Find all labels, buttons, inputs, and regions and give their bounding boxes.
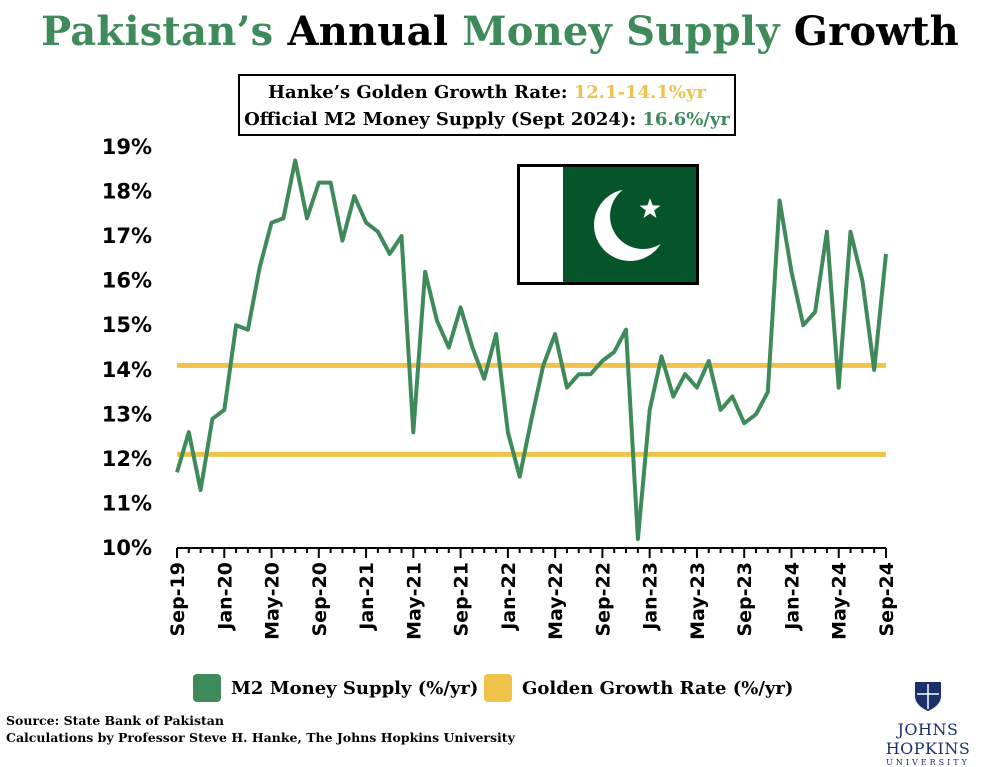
pakistan-flag bbox=[517, 164, 699, 285]
x-tick-label: Sep-19 bbox=[167, 562, 189, 637]
x-tick-label: May-23 bbox=[687, 562, 709, 640]
y-tick-label: 18% bbox=[102, 180, 152, 204]
legend: M2 Money Supply (%/yr) Golden Growth Rat… bbox=[0, 674, 1000, 704]
y-tick-label: 10% bbox=[102, 536, 152, 560]
x-tick-label: Sep-20 bbox=[309, 562, 331, 637]
legend-item-m2: M2 Money Supply (%/yr) bbox=[193, 674, 478, 702]
x-tick-label: Jan-21 bbox=[356, 562, 378, 632]
jhu-logo: JOHNS HOPKINS UNIVERSITY bbox=[858, 680, 998, 767]
legend-label-m2: M2 Money Supply (%/yr) bbox=[231, 678, 478, 699]
y-tick-label: 13% bbox=[102, 402, 152, 426]
jhu-university: UNIVERSITY bbox=[858, 758, 998, 767]
x-tick-label: Sep-23 bbox=[734, 562, 756, 637]
y-tick-label: 16% bbox=[102, 269, 152, 293]
x-tick-label: Jan-23 bbox=[640, 562, 662, 632]
legend-item-gold: Golden Growth Rate (%/yr) bbox=[484, 674, 793, 702]
y-tick-label: 12% bbox=[102, 447, 152, 471]
x-tick-label: May-21 bbox=[403, 562, 425, 640]
x-tick-label: Sep-22 bbox=[592, 562, 614, 637]
y-tick-label: 14% bbox=[102, 358, 152, 382]
source-line-2: Calculations by Professor Steve H. Hanke… bbox=[6, 729, 515, 746]
x-axis: Sep-19 Jan-20 May-20 Sep-20 Jan-21 May-21 Sep-… bbox=[167, 548, 898, 640]
y-tick-label: 17% bbox=[102, 224, 152, 248]
x-tick-label: Jan-22 bbox=[498, 562, 520, 632]
legend-label-gold: Golden Growth Rate (%/yr) bbox=[522, 678, 793, 699]
x-tick-label: Jan-20 bbox=[214, 562, 236, 632]
y-axis: 10% 11% 12% 13% 14% 15% 16% 17% 18% 19% bbox=[102, 135, 152, 560]
legend-swatch-gold bbox=[484, 674, 512, 702]
x-tick-label: Sep-21 bbox=[451, 562, 473, 637]
legend-swatch-m2 bbox=[193, 674, 221, 702]
y-tick-label: 15% bbox=[102, 313, 152, 337]
x-tick-label: May-20 bbox=[262, 562, 284, 640]
jhu-shield-icon bbox=[913, 680, 943, 712]
source-line-1: Source: State Bank of Pakistan bbox=[6, 712, 515, 729]
source-note: Source: State Bank of Pakistan Calculati… bbox=[6, 712, 515, 746]
jhu-name: JOHNS HOPKINS bbox=[858, 720, 998, 758]
x-tick-label: May-24 bbox=[829, 562, 851, 640]
x-tick-label: May-22 bbox=[545, 562, 567, 640]
y-tick-label: 19% bbox=[102, 135, 152, 159]
x-tick-label: Jan-24 bbox=[781, 562, 803, 632]
y-tick-label: 11% bbox=[102, 491, 152, 515]
x-tick-label: Sep-24 bbox=[876, 562, 898, 637]
